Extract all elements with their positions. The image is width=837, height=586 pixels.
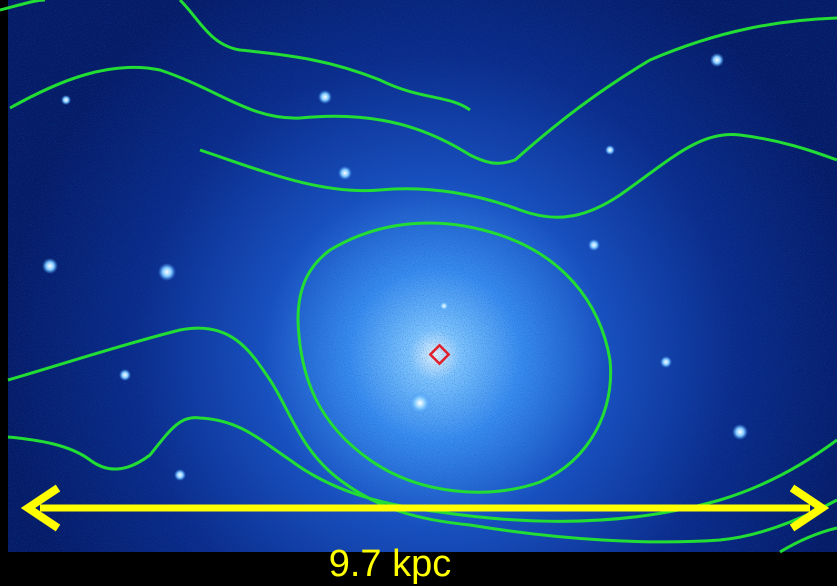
image-view: 9.7 kpc bbox=[0, 0, 837, 586]
scale-label: 9.7 kpc bbox=[329, 543, 452, 585]
page: 9.7 kpc (() => { const data = JSON.parse… bbox=[0, 0, 837, 586]
sky-image bbox=[8, 0, 837, 552]
